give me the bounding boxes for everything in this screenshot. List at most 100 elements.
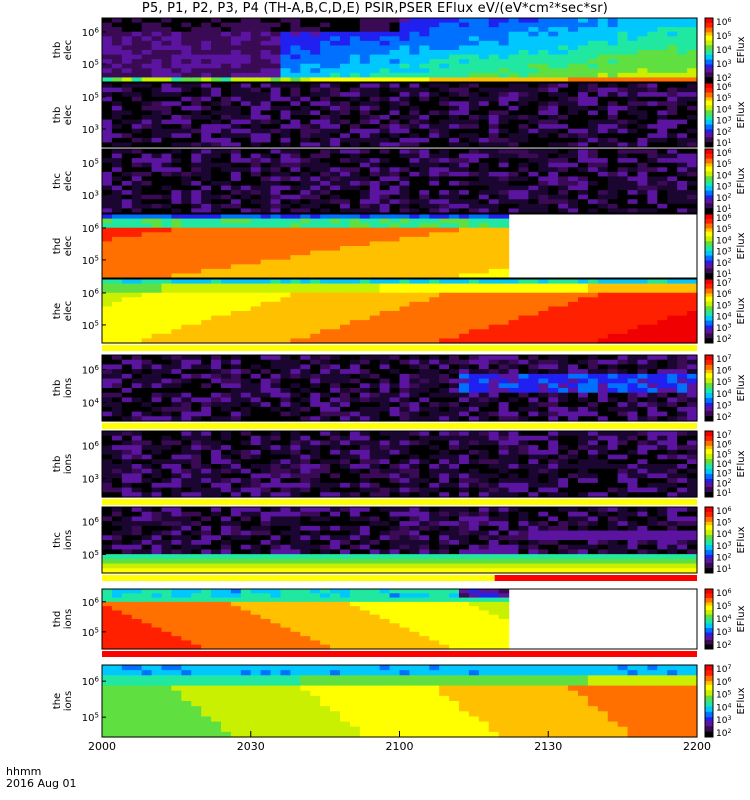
panel-label: thcions xyxy=(52,530,74,550)
colorbar-tick-label: 104 xyxy=(716,614,731,625)
x-tick-label: 2000 xyxy=(88,740,116,753)
colorbar-tick-label: 101 xyxy=(716,269,731,280)
heatmap-cells xyxy=(102,149,698,214)
panel-frame xyxy=(101,278,698,344)
y-tick-label: 106 xyxy=(82,516,100,529)
heatmap-cells xyxy=(102,431,698,498)
heatmap-cells xyxy=(102,83,698,148)
colorbar-tick-label: 107 xyxy=(716,664,731,675)
y-tick-label: 105 xyxy=(82,626,99,639)
colorbar-tick-label: 104 xyxy=(716,235,731,246)
heatmap-cells xyxy=(102,355,698,422)
colorbar-tick-label: 104 xyxy=(716,459,731,470)
colorbar-tick-label: 104 xyxy=(716,702,731,713)
panel-label: thbelec xyxy=(52,40,74,61)
spectrogram-panel: 106 105 thdions 106 105 104 103 102 EFlux xyxy=(52,588,747,657)
status-bar xyxy=(494,575,697,581)
y-tick-label: 106 xyxy=(82,596,100,609)
colorbar-tick-label: 102 xyxy=(716,412,731,423)
colorbar-tick-label: 103 xyxy=(716,627,731,638)
heatmap-cells xyxy=(102,665,698,738)
colorbar-tick-label: 106 xyxy=(716,588,731,599)
colorbar-tick-label: 101 xyxy=(716,488,731,499)
colorbar-tick-label: 102 xyxy=(716,552,731,563)
colorbar-tick-label: 103 xyxy=(716,323,731,334)
y-tick-label: 104 xyxy=(82,397,100,410)
colorbar-tick-label: 103 xyxy=(716,469,731,480)
x-tick-label: 2030 xyxy=(237,740,265,753)
heatmap-cells xyxy=(102,279,698,344)
y-tick-label: 105 xyxy=(82,254,99,267)
panel-label: thdions xyxy=(52,609,74,629)
colorbar-tick-label: 103 xyxy=(716,400,731,411)
y-tick-label: 106 xyxy=(82,287,100,300)
heatmap-cells xyxy=(102,507,698,574)
colorbar-label: EFlux xyxy=(736,101,747,128)
colorbar-label: EFlux xyxy=(736,232,747,259)
colorbar-tick-label: 106 xyxy=(716,440,731,451)
colorbar-tick-label: 107 xyxy=(716,278,731,289)
y-tick-label: 106 xyxy=(82,676,100,689)
colorbar-tick-label: 105 xyxy=(716,224,731,235)
colorbar-tick-label: 104 xyxy=(716,104,731,115)
colorbar-tick-label: 101 xyxy=(716,204,731,215)
colorbar-tick-label: 106 xyxy=(716,677,731,688)
colorbar-tick-label: 103 xyxy=(716,59,731,70)
colorbar-tick-label: 106 xyxy=(716,82,731,93)
colorbar-tick-label: 103 xyxy=(716,541,731,552)
colorbar-tick-label: 107 xyxy=(716,430,731,441)
y-tick-label: 105 xyxy=(82,91,99,104)
colorbar-tick-label: 104 xyxy=(716,529,731,540)
colorbar-tick-label: 102 xyxy=(716,73,731,84)
colorbar-tick-label: 106 xyxy=(716,289,731,300)
colorbar-tick-label: 106 xyxy=(716,148,731,159)
panel-label: thcelec xyxy=(52,171,74,192)
colorbar-label: EFlux xyxy=(736,297,747,324)
colorbar-tick-label: 102 xyxy=(716,127,731,138)
status-bar xyxy=(102,499,697,505)
colorbar-label: EFlux xyxy=(736,167,747,194)
colorbar-tick-label: 105 xyxy=(716,300,731,311)
y-tick-label: 103 xyxy=(82,473,99,486)
panel-label: thbions xyxy=(52,454,74,474)
colorbar-tick-label: 104 xyxy=(716,170,731,181)
colorbar-tick-label: 103 xyxy=(716,181,731,192)
chart-title: P5, P1, P2, P3, P4 (TH-A,B,C,D,E) PSIR,P… xyxy=(141,1,609,16)
heatmap-cells xyxy=(102,18,698,83)
panel-frame xyxy=(101,148,698,214)
status-bar xyxy=(102,345,697,351)
colorbar-tick-label: 105 xyxy=(716,377,731,388)
colorbar-tick-label: 105 xyxy=(716,601,731,612)
panel-frame xyxy=(101,506,698,574)
colorbar-tick-label: 102 xyxy=(716,334,731,345)
y-tick-label: 103 xyxy=(82,189,99,202)
x-tick-label: 2200 xyxy=(683,740,711,753)
x-tick-label: 2130 xyxy=(534,740,562,753)
colorbar-tick-label: 106 xyxy=(716,213,731,224)
status-bar xyxy=(102,575,495,581)
colorbar-tick-label: 105 xyxy=(716,689,731,700)
colorbar-label: EFlux xyxy=(736,36,747,63)
y-tick-label: 106 xyxy=(82,364,100,377)
colorbar-tick-label: 102 xyxy=(716,478,731,489)
y-tick-label: 105 xyxy=(82,319,99,332)
panel-frame xyxy=(101,213,698,279)
colorbar-label: EFlux xyxy=(736,450,747,477)
colorbar: 106 105 104 103 102 EFlux xyxy=(704,17,747,84)
colorbar-tick-label: 105 xyxy=(716,449,731,460)
colorbar-tick-label: 106 xyxy=(716,17,731,28)
colorbar-label: EFlux xyxy=(736,687,747,714)
y-tick-label: 103 xyxy=(82,123,99,136)
colorbar-tick-label: 103 xyxy=(716,715,731,726)
